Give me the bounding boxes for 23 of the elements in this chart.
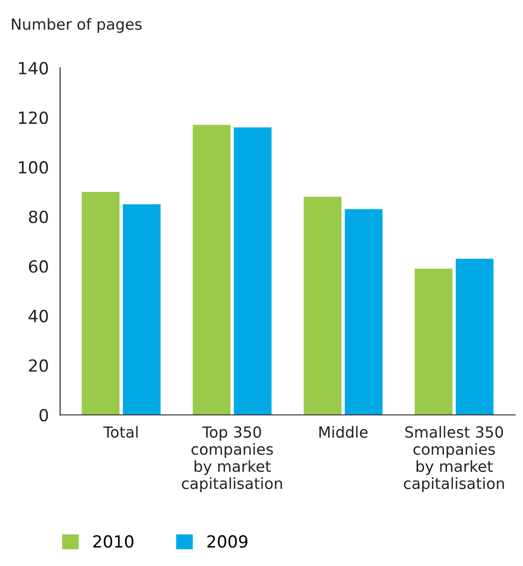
x-tick-label: Total (103, 426, 138, 438)
y-tick-label: 40 (28, 310, 48, 322)
x-tick-label: Middle (319, 426, 368, 438)
y-axis-title: Number of pages (12, 18, 142, 33)
x-tick-label: Smallest 350 companies by market capitalisation (404, 426, 504, 492)
x-tick-label: Top 350 companies by market capitalisation (182, 426, 282, 492)
y-tick-label: 0 (40, 408, 48, 422)
legend-label: 2010 (93, 535, 134, 548)
bar (192, 124, 230, 415)
y-tick-label: 60 (28, 260, 48, 273)
bar (456, 258, 494, 415)
bar (304, 196, 342, 415)
y-tick-label: 100 (19, 161, 48, 174)
y-tick-label: 20 (29, 359, 48, 372)
y-tick-label: 80 (28, 210, 48, 224)
legend-label: 2009 (207, 535, 248, 548)
y-tick-label: 140 (19, 62, 48, 74)
bar (414, 268, 452, 415)
bar (82, 192, 120, 415)
bar (344, 209, 383, 415)
y-tick-label: 120 (19, 111, 48, 124)
bar (234, 127, 272, 415)
bar (122, 204, 161, 415)
